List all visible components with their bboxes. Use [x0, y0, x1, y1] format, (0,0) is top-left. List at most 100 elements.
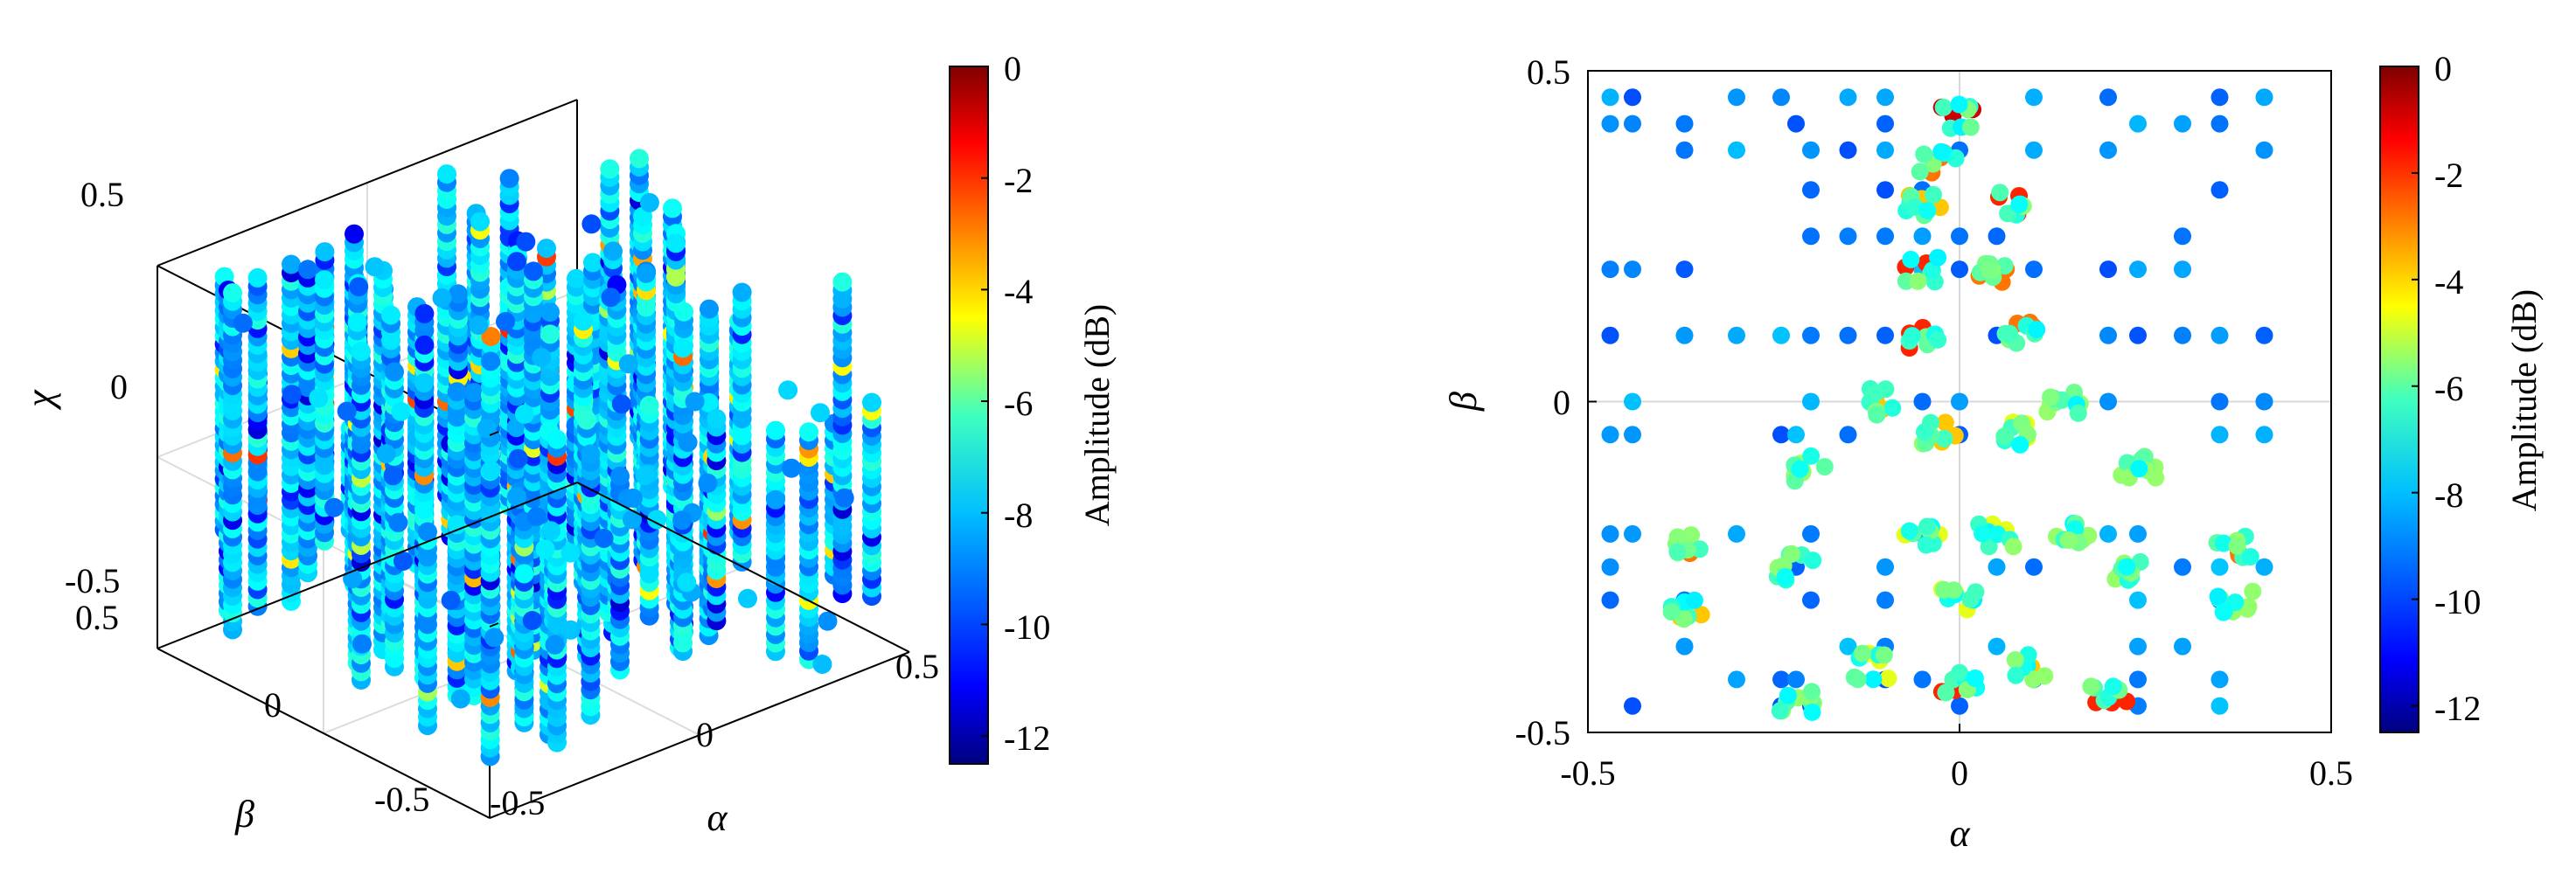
- scatter3d-point: [623, 488, 643, 508]
- scatter3d-point: [678, 433, 698, 453]
- chart-3d-scatter: 0.5 0 -0.5 χ 0.5 0 -0.5 β -0.5 0 0.5 α: [18, 99, 939, 839]
- scatter2d-point: [2099, 88, 2117, 107]
- scatter2d-point: [1728, 88, 1745, 107]
- scatter3d-point: [532, 348, 552, 367]
- scatter3d-point: [391, 401, 411, 421]
- scatter2d-point: [2210, 181, 2229, 199]
- x2-tick-label-0.5: 0.5: [2309, 753, 2353, 793]
- scatter2d-point: [1951, 227, 1968, 246]
- scatter2d-point: [1601, 426, 1619, 444]
- scatter2d-point: [2255, 326, 2273, 344]
- scatter2d-point: [1839, 141, 1857, 159]
- scatter2d-point: [2174, 114, 2191, 133]
- scatter3d-point: [583, 253, 602, 273]
- scatter2d-point: [1936, 413, 1954, 432]
- scatter3d-point: [732, 282, 752, 302]
- scatter3d-point: [470, 212, 490, 232]
- scatter2d-point: [1624, 524, 1641, 543]
- scatter2d-point: [1791, 460, 1809, 478]
- scatter2d-point: [1601, 558, 1619, 576]
- scatter2d-point: [1903, 327, 1921, 345]
- 3d-box-front: [157, 431, 910, 819]
- scatter2d-point: [2099, 326, 2117, 344]
- z-tick-mark-2: [489, 431, 499, 436]
- scatter3d-point: [507, 252, 526, 272]
- y-axis-label: β: [234, 793, 254, 836]
- colorbar-right-tick-neg10: -10: [2434, 582, 2481, 621]
- scatter2d-point: [2010, 195, 2029, 213]
- scatter3d-point: [535, 539, 555, 559]
- x2-axis-label: α: [1949, 812, 1970, 855]
- scatter2d-point: [1980, 260, 1998, 279]
- scatter3d-point: [707, 408, 727, 428]
- scatter3d-point: [782, 458, 802, 478]
- scatter2d-point: [2129, 326, 2147, 344]
- scatter3d-point: [324, 497, 344, 517]
- scatter3d-point: [347, 312, 367, 332]
- scatter2d-point: [2255, 141, 2273, 159]
- scatter2d-point: [1864, 670, 1883, 689]
- scatter2d-point: [1900, 522, 1918, 540]
- scatter2d-point: [1967, 583, 1985, 601]
- scatter3d-point: [418, 522, 437, 542]
- scatter2d-point: [1913, 670, 1932, 689]
- scatter3d-point: [832, 272, 853, 292]
- scatter2d-point: [1876, 227, 1894, 246]
- x2-tick-label-0: 0: [1951, 753, 1968, 793]
- scatter3d-point: [601, 288, 621, 308]
- scatter2d-point: [1868, 406, 1886, 424]
- scatter3d-point: [469, 316, 489, 335]
- z-tick-label-0: 0: [110, 367, 128, 406]
- x-axis-label: α: [707, 796, 728, 839]
- scatter2d-point: [2210, 114, 2229, 133]
- scatter2d-point: [1839, 227, 1857, 246]
- scatter3d-point: [611, 394, 631, 414]
- scatter2d-point: [2129, 524, 2147, 543]
- scatter3d-point: [282, 254, 301, 274]
- scatter3d-point: [610, 466, 630, 486]
- scatter3d-point: [698, 473, 718, 493]
- scatter3d-point: [393, 552, 413, 571]
- scatter3d-point: [309, 388, 329, 408]
- scatter2d-point: [1879, 669, 1897, 688]
- y2-tick-label-neg0.5: -0.5: [1515, 713, 1570, 753]
- scatter3d-point: [663, 198, 682, 219]
- scatter3d-point: [603, 241, 623, 261]
- scatter2d-point: [1913, 392, 1932, 411]
- scatter2d-point: [1624, 88, 1641, 107]
- scatter2d-point: [1848, 670, 1867, 689]
- scatter2d-point: [2129, 670, 2147, 689]
- scatter3d-point: [526, 507, 547, 527]
- scatter2d-point: [1918, 517, 1936, 536]
- scatter2d-point: [2174, 558, 2191, 576]
- scatter3d-point: [449, 284, 468, 304]
- scatter3d-point: [811, 403, 830, 423]
- scatter2d-point: [1909, 272, 1927, 290]
- scatter3d-point: [540, 324, 560, 344]
- scatter3d-point: [345, 224, 364, 244]
- scatter2d-point: [2174, 260, 2191, 279]
- scatter3d-point: [540, 302, 560, 323]
- x2-tick-label-neg0.5: -0.5: [1560, 753, 1615, 793]
- scatter2d-point: [2006, 651, 2024, 669]
- y-tick-label-0: 0: [264, 685, 282, 725]
- scatter3d-point: [673, 338, 693, 358]
- scatter3d-point: [547, 429, 567, 449]
- scatter2d-point: [2214, 534, 2232, 552]
- colorbar-right-tick-neg4: -4: [2434, 262, 2463, 302]
- scatter3d-point: [635, 466, 655, 486]
- scatter3d-point: [432, 288, 452, 308]
- scatter2d-point: [1682, 526, 1701, 545]
- scatter2d-point: [2059, 531, 2078, 549]
- scatter2d-point: [1913, 227, 1932, 246]
- scatter3d-point: [414, 335, 435, 355]
- box-edge-front-alpha: [489, 651, 910, 819]
- scatter2d-point: [1876, 141, 1894, 159]
- y-tick-label-0.5: 0.5: [75, 598, 119, 637]
- scatter2d-point: [1685, 591, 1703, 609]
- scatter2d-point: [1876, 181, 1894, 199]
- scatter2d-point: [1876, 558, 1894, 576]
- scatter2d-point: [1624, 392, 1641, 411]
- scatter2d-point: [1980, 538, 1998, 556]
- scatter2d-point: [2174, 637, 2191, 656]
